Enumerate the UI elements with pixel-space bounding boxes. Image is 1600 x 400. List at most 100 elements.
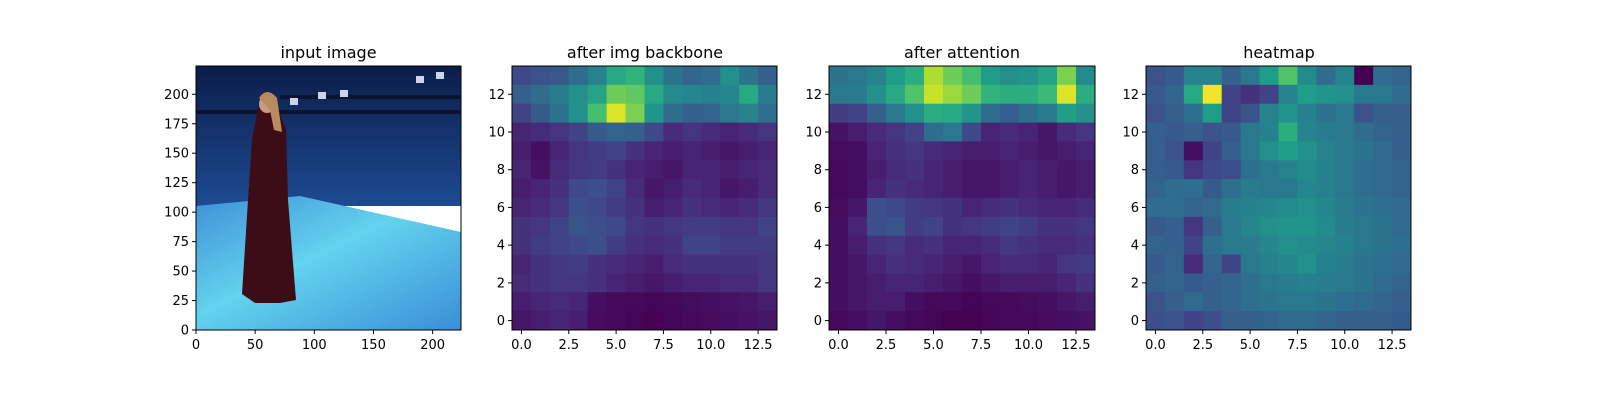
heatmap-cell <box>1000 141 1020 161</box>
heatmap-cell <box>1278 160 1298 180</box>
heatmap-cell <box>1057 103 1077 123</box>
heatmap-cell <box>1057 292 1077 312</box>
heatmap-cell <box>587 198 608 218</box>
heatmap-cell <box>739 103 759 123</box>
heatmap-cell <box>1392 66 1412 86</box>
heatmap-cell <box>682 198 702 218</box>
heatmap-cell <box>1183 66 1204 86</box>
heatmap-cell <box>1316 66 1336 86</box>
heatmap-cell <box>1373 273 1393 293</box>
heatmap-cell <box>1373 103 1393 123</box>
heatmap-cell <box>644 292 664 312</box>
heatmap-cell <box>867 160 887 180</box>
heatmap-cell <box>625 273 645 293</box>
y-tick-label: 8 <box>497 163 505 178</box>
heatmap-cell <box>829 198 849 218</box>
heatmap-cell <box>886 84 906 105</box>
heatmap-cell <box>1164 179 1185 199</box>
heatmap-cell <box>1392 84 1412 105</box>
heatmap-cell <box>758 66 778 86</box>
heatmap-cell <box>1278 311 1298 331</box>
heatmap-cell <box>981 179 1001 199</box>
heatmap-cell <box>1316 216 1336 237</box>
heatmap-cell <box>981 122 1001 142</box>
heatmap-cell <box>1038 292 1058 312</box>
heatmap-cell <box>644 235 664 255</box>
heatmap-cell <box>1316 122 1336 142</box>
heatmap-cell <box>1392 122 1412 142</box>
heatmap-cell <box>943 160 963 180</box>
heatmap-cell <box>512 273 532 293</box>
heatmap-cell <box>1278 179 1298 199</box>
heatmap-cell <box>1183 160 1204 180</box>
heatmap-cell <box>848 179 868 199</box>
heatmap-cell <box>758 103 778 123</box>
heatmap-cell <box>1316 235 1336 255</box>
panel-after-attention: after attention 0.0 2.5 5.0 7.5 10.0 12.5 0 2 4 6… <box>805 43 1096 353</box>
heatmap-cell <box>530 103 551 123</box>
heatmap-cell <box>720 292 740 312</box>
heatmap-cell <box>1259 84 1279 105</box>
heatmap-cell <box>1000 254 1020 274</box>
heatmap-cell <box>682 141 702 161</box>
heatmap-cell <box>1221 103 1242 123</box>
heatmap-cell <box>1354 160 1374 180</box>
heatmap-cell <box>829 273 849 293</box>
heatmap-cell <box>1202 311 1223 331</box>
heatmap-cell <box>829 292 849 312</box>
heatmap-cell <box>1038 122 1058 142</box>
heatmap-cell <box>1146 122 1166 142</box>
x-tick-label: 150 <box>361 338 386 353</box>
heatmap-cell <box>1076 273 1096 293</box>
heatmap-cell <box>625 84 645 105</box>
heatmap-cell <box>1240 292 1260 312</box>
heatmap-cell <box>1335 179 1355 199</box>
heatmap-cell <box>720 311 740 331</box>
heatmap-cell <box>905 179 925 199</box>
heatmap-cell <box>1038 235 1058 255</box>
y-tick-label: 2 <box>814 276 822 291</box>
heatmap-cell <box>905 235 925 255</box>
heatmap-cell <box>512 311 532 331</box>
heatmap-cell <box>981 216 1001 237</box>
y-tick-label: 0 <box>1131 314 1139 329</box>
heatmap-cell <box>1392 292 1412 312</box>
heatmap-cell <box>758 198 778 218</box>
heatmap-cell <box>829 66 849 86</box>
heatmap-cell <box>905 292 925 312</box>
heatmap-cell <box>1240 141 1260 161</box>
studio-wall <box>196 66 461 206</box>
panel-title: heatmap <box>1243 43 1315 62</box>
heatmap-cell <box>962 160 982 180</box>
heatmap-cell <box>848 216 868 237</box>
heatmap-cell <box>1259 122 1279 142</box>
heatmap-cell <box>568 84 589 105</box>
heatmap-cell <box>701 122 721 142</box>
heatmap-cell <box>1183 84 1204 105</box>
heatmap-cell <box>962 311 982 331</box>
heatmap-cell <box>1221 198 1242 218</box>
y-tick-label: 175 <box>164 117 189 132</box>
heatmap-cell <box>1259 235 1279 255</box>
heatmap-cell <box>1373 311 1393 331</box>
heatmap-cell <box>1354 216 1374 237</box>
heatmap-cell <box>1164 292 1185 312</box>
heatmap-cell <box>829 216 849 237</box>
heatmap-cell <box>1259 254 1279 274</box>
heatmap-cell <box>848 235 868 255</box>
heatmap-cell <box>1316 198 1336 218</box>
heatmap-cell <box>1392 311 1412 331</box>
heatmap-cell <box>663 216 683 237</box>
heatmap-cell <box>1278 103 1298 123</box>
heatmap-cell <box>1373 141 1393 161</box>
heatmap-cell <box>530 122 551 142</box>
heatmap-cell <box>1146 84 1166 105</box>
heatmap-cell <box>1278 122 1298 142</box>
heatmap-cell <box>1240 254 1260 274</box>
heatmap-cell <box>1057 311 1077 331</box>
heatmap-cell <box>625 179 645 199</box>
heatmap-cell <box>1392 198 1412 218</box>
heatmap-cell <box>1057 141 1077 161</box>
heatmap-cell <box>1057 160 1077 180</box>
heatmap-cell <box>848 254 868 274</box>
